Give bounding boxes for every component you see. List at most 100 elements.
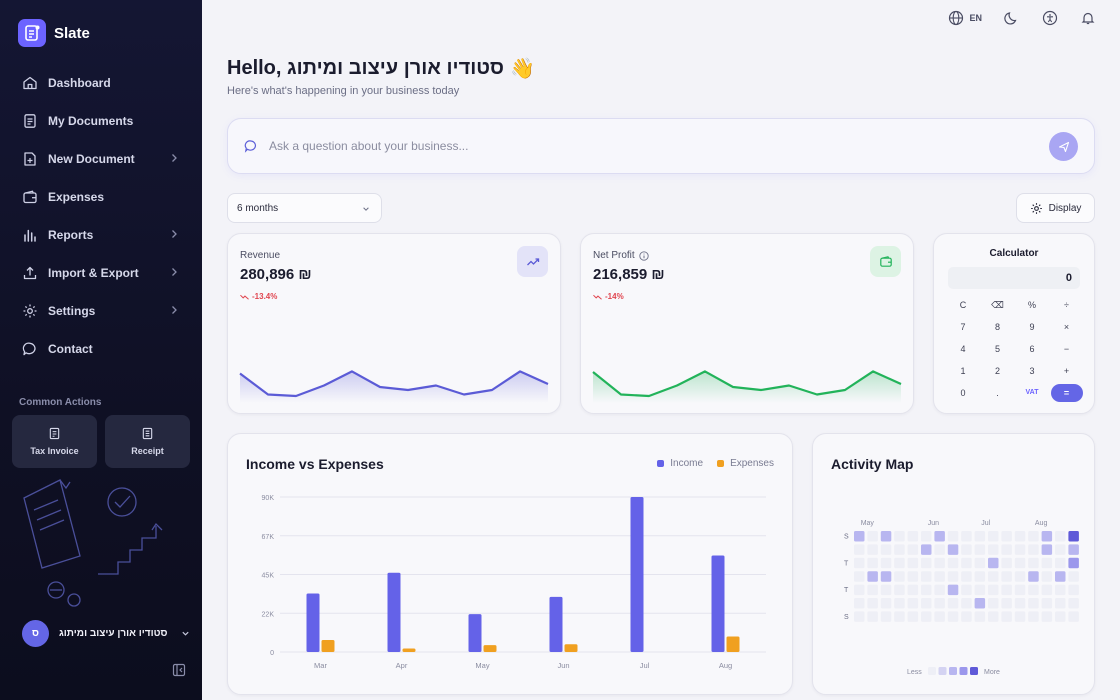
- accessibility-icon[interactable]: [1042, 10, 1058, 26]
- calc-key-2[interactable]: 2: [994, 366, 1000, 376]
- activity-cell[interactable]: [1028, 584, 1039, 596]
- calc-key-percent[interactable]: %: [1027, 300, 1036, 310]
- activity-cell[interactable]: [880, 584, 892, 596]
- activity-cell[interactable]: [1068, 584, 1079, 596]
- activity-cell[interactable]: [907, 531, 919, 542]
- activity-cell[interactable]: [854, 598, 865, 609]
- activity-cell[interactable]: [1055, 531, 1066, 542]
- activity-cell[interactable]: [854, 544, 865, 555]
- activity-cell[interactable]: [934, 544, 945, 555]
- activity-cell[interactable]: [988, 611, 999, 622]
- bell-icon[interactable]: [1080, 10, 1096, 26]
- activity-cell[interactable]: [1041, 531, 1053, 542]
- activity-cell[interactable]: [1028, 598, 1039, 609]
- sidebar-item-settings[interactable]: Settings: [12, 292, 190, 330]
- activity-cell[interactable]: [907, 598, 919, 609]
- activity-cell[interactable]: [894, 584, 905, 596]
- sidebar-item-reports[interactable]: Reports: [12, 216, 190, 254]
- activity-cell[interactable]: [1041, 571, 1053, 582]
- activity-cell[interactable]: [961, 557, 972, 569]
- activity-cell[interactable]: [1068, 598, 1079, 609]
- activity-cell[interactable]: [867, 544, 878, 555]
- calc-key-backspace[interactable]: ⌫: [991, 300, 1004, 310]
- activity-cell[interactable]: [974, 557, 986, 569]
- activity-cell[interactable]: [1041, 557, 1053, 569]
- activity-cell[interactable]: [1068, 544, 1079, 555]
- calc-key-multiply[interactable]: ×: [1063, 322, 1070, 332]
- activity-cell[interactable]: [907, 611, 919, 622]
- activity-cell[interactable]: [1068, 557, 1079, 569]
- activity-cell[interactable]: [961, 571, 972, 582]
- activity-cell[interactable]: [974, 598, 986, 609]
- calc-key-3[interactable]: 3: [1029, 366, 1035, 376]
- activity-cell[interactable]: [894, 557, 905, 569]
- activity-cell[interactable]: [974, 544, 986, 555]
- activity-cell[interactable]: [974, 571, 986, 582]
- calc-key-divide[interactable]: ÷: [1064, 300, 1069, 310]
- activity-cell[interactable]: [1055, 571, 1066, 582]
- activity-cell[interactable]: [1055, 544, 1066, 555]
- sidebar-item-expenses[interactable]: Expenses: [12, 178, 190, 216]
- collapse-sidebar-icon[interactable]: [172, 663, 186, 677]
- display-button[interactable]: Display: [1016, 193, 1095, 223]
- activity-cell[interactable]: [907, 584, 919, 596]
- activity-cell[interactable]: [1041, 584, 1053, 596]
- activity-cell[interactable]: [880, 598, 892, 609]
- activity-cell[interactable]: [934, 557, 945, 569]
- bar-income-may[interactable]: [468, 614, 482, 652]
- bar-income-jun[interactable]: [549, 596, 563, 652]
- calc-key-decimal[interactable]: .: [996, 388, 999, 398]
- activity-cell[interactable]: [907, 544, 919, 555]
- activity-cell[interactable]: [1068, 531, 1079, 542]
- user-menu[interactable]: ס סטודיו אורן עיצוב ומיתוג: [22, 620, 190, 647]
- activity-cell[interactable]: [961, 598, 972, 609]
- activity-cell[interactable]: [961, 544, 972, 555]
- activity-cell[interactable]: [1041, 611, 1053, 622]
- calc-key-6[interactable]: 6: [1029, 344, 1035, 354]
- legend-income[interactable]: Income: [657, 458, 703, 469]
- calc-key-minus[interactable]: −: [1063, 344, 1070, 354]
- moon-icon[interactable]: [1004, 10, 1020, 26]
- activity-cell[interactable]: [854, 611, 865, 622]
- calc-key-7[interactable]: 7: [960, 322, 966, 332]
- activity-cell[interactable]: [988, 571, 999, 582]
- activity-cell[interactable]: [947, 544, 959, 555]
- bar-income-apr[interactable]: [387, 572, 401, 652]
- activity-cell[interactable]: [854, 571, 865, 582]
- activity-cell[interactable]: [934, 571, 945, 582]
- sidebar-item-dashboard[interactable]: Dashboard: [12, 64, 190, 102]
- activity-cell[interactable]: [934, 611, 945, 622]
- calc-key-0[interactable]: 0: [960, 388, 966, 398]
- activity-cell[interactable]: [947, 584, 959, 596]
- activity-cell[interactable]: [1055, 598, 1066, 609]
- bar-income-aug[interactable]: [711, 555, 725, 652]
- activity-cell[interactable]: [880, 571, 892, 582]
- activity-cell[interactable]: [921, 584, 932, 596]
- activity-cell[interactable]: [1014, 544, 1026, 555]
- bar-expenses-may[interactable]: [483, 645, 497, 652]
- activity-cell[interactable]: [907, 557, 919, 569]
- activity-cell[interactable]: [1001, 611, 1012, 622]
- sidebar-item-import-export[interactable]: Import & Export: [12, 254, 190, 292]
- activity-cell[interactable]: [1028, 557, 1039, 569]
- activity-cell[interactable]: [1028, 571, 1039, 582]
- activity-cell[interactable]: [854, 531, 865, 542]
- activity-cell[interactable]: [1028, 611, 1039, 622]
- activity-cell[interactable]: [921, 557, 932, 569]
- activity-cell[interactable]: [880, 611, 892, 622]
- activity-cell[interactable]: [1001, 571, 1012, 582]
- activity-cell[interactable]: [1068, 571, 1079, 582]
- activity-cell[interactable]: [921, 611, 932, 622]
- activity-cell[interactable]: [974, 531, 986, 542]
- activity-cell[interactable]: [921, 531, 932, 542]
- activity-cell[interactable]: [947, 557, 959, 569]
- activity-cell[interactable]: [934, 531, 945, 542]
- activity-cell[interactable]: [1028, 544, 1039, 555]
- activity-cell[interactable]: [894, 571, 905, 582]
- calc-key-9[interactable]: 9: [1029, 322, 1035, 332]
- language-switcher[interactable]: EN: [948, 10, 982, 26]
- activity-cell[interactable]: [947, 611, 959, 622]
- activity-cell[interactable]: [1014, 598, 1026, 609]
- legend-expenses[interactable]: Expenses: [717, 458, 774, 469]
- sidebar-item-new-document[interactable]: New Document: [12, 140, 190, 178]
